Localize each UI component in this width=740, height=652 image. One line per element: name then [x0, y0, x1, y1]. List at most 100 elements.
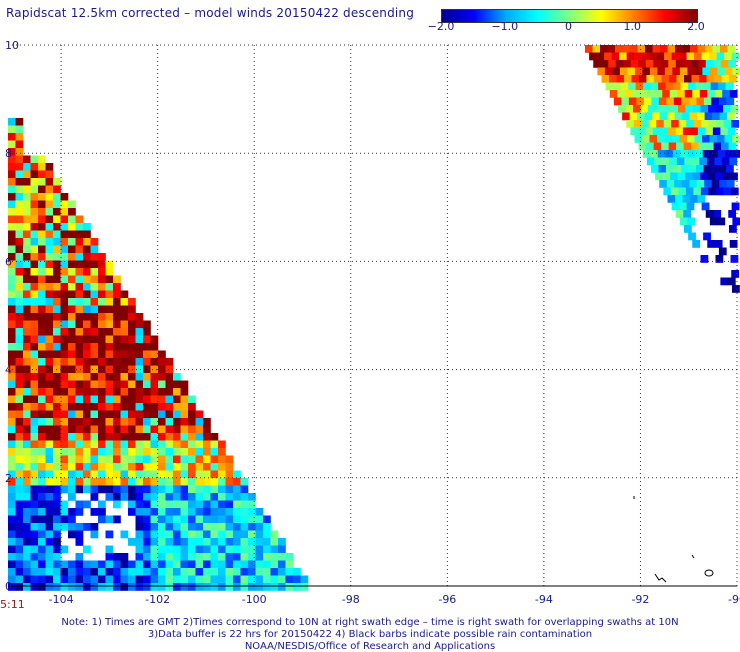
note-line-1: Note: 1) Times are GMT 2)Times correspon…: [61, 617, 679, 628]
wind-cell: [225, 508, 234, 516]
wind-cell: [68, 230, 76, 239]
wind-cell: [75, 500, 84, 509]
wind-cell: [731, 202, 740, 211]
wind-cell: [23, 545, 31, 554]
wind-cell: [701, 52, 710, 61]
wind-cell: [45, 440, 54, 449]
wind-cell: [30, 200, 39, 209]
wind-cell: [68, 290, 76, 299]
wind-cell: [732, 135, 740, 143]
wind-cell: [686, 52, 695, 61]
wind-cell: [15, 125, 24, 134]
wind-cell: [173, 523, 181, 531]
wind-cell: [38, 403, 46, 411]
wind-cell: [30, 508, 39, 516]
wind-cell: [75, 343, 84, 351]
wind-cell: [651, 97, 660, 106]
wind-cell: [8, 455, 16, 464]
wind-cell: [98, 440, 106, 449]
wind-cell: [90, 530, 99, 539]
wind-cell: [120, 350, 129, 359]
wind-cell: [98, 568, 106, 576]
wind-cell: [225, 463, 234, 471]
wind-cell: [23, 245, 31, 254]
wind-cell: [180, 568, 189, 576]
wind-cell: [674, 112, 683, 121]
wind-cell: [690, 60, 699, 68]
wind-cell: [712, 127, 721, 136]
wind-cell: [8, 485, 16, 494]
wind-cell: [8, 545, 16, 554]
wind-cell: [248, 560, 256, 569]
wind-cell: [8, 163, 16, 171]
wind-cell: [263, 515, 271, 524]
wind-cell: [45, 373, 54, 381]
wind-cell: [263, 553, 271, 561]
wind-cell: [23, 538, 31, 546]
wind-cell: [721, 157, 730, 166]
wind-cell: [15, 223, 24, 231]
wind-cell: [270, 575, 279, 584]
wind-cell: [255, 545, 264, 554]
wind-cell: [30, 335, 39, 344]
wind-cell: [645, 127, 654, 136]
wind-cell: [113, 568, 121, 576]
wind-cell: [38, 245, 46, 254]
wind-cell: [105, 455, 114, 464]
wind-cell: [90, 508, 99, 516]
wind-cell: [23, 365, 31, 374]
wind-cell: [218, 478, 226, 486]
wind-cell: [652, 45, 661, 53]
wind-cell: [727, 277, 736, 286]
wind-cell: [68, 425, 76, 434]
wind-cell: [15, 320, 24, 329]
wind-cell: [105, 583, 114, 591]
wind-cell: [15, 538, 24, 546]
wind-cell: [691, 157, 700, 166]
wind-cell: [38, 290, 46, 299]
wind-cell: [173, 470, 181, 479]
wind-cell: [632, 90, 641, 98]
wind-cell: [143, 515, 151, 524]
wind-cell: [693, 105, 701, 113]
wind-cell: [173, 575, 181, 584]
wind-cell: [45, 545, 54, 554]
wind-cell: [113, 493, 121, 501]
wind-cell: [203, 478, 211, 486]
wind-cell: [285, 553, 294, 561]
wind-cell: [135, 328, 144, 336]
wind-cell: [83, 305, 91, 314]
wind-cell: [30, 455, 39, 464]
wind-cell: [195, 500, 204, 509]
wind-cell: [682, 127, 691, 136]
wind-cell: [270, 553, 279, 561]
wind-cell: [53, 290, 61, 299]
wind-cell: [53, 395, 61, 404]
wind-cell: [113, 470, 121, 479]
wind-cell: [53, 358, 61, 366]
wind-cell: [665, 82, 674, 91]
wind-cell: [105, 335, 114, 344]
wind-cell: [15, 343, 24, 351]
wind-cell: [60, 485, 69, 494]
wind-cell: [240, 500, 249, 509]
wind-cell: [38, 358, 46, 366]
wind-cell: [120, 328, 129, 336]
wind-cell: [648, 120, 657, 128]
wind-cell: [263, 568, 271, 576]
wind-cell: [15, 523, 24, 531]
wind-cell: [60, 470, 69, 479]
wind-cell: [68, 200, 76, 209]
wind-cell: [60, 215, 69, 224]
wind-cell: [158, 463, 166, 471]
wind-cell: [681, 97, 690, 106]
wind-cell: [113, 298, 121, 306]
wind-cell: [690, 127, 699, 136]
wind-cell: [105, 470, 114, 479]
wind-cell: [68, 208, 76, 216]
wind-cell: [661, 142, 669, 151]
wind-cell: [673, 97, 682, 106]
wind-cell: [8, 148, 16, 156]
wind-cell: [188, 568, 196, 576]
wind-cell: [113, 290, 121, 299]
